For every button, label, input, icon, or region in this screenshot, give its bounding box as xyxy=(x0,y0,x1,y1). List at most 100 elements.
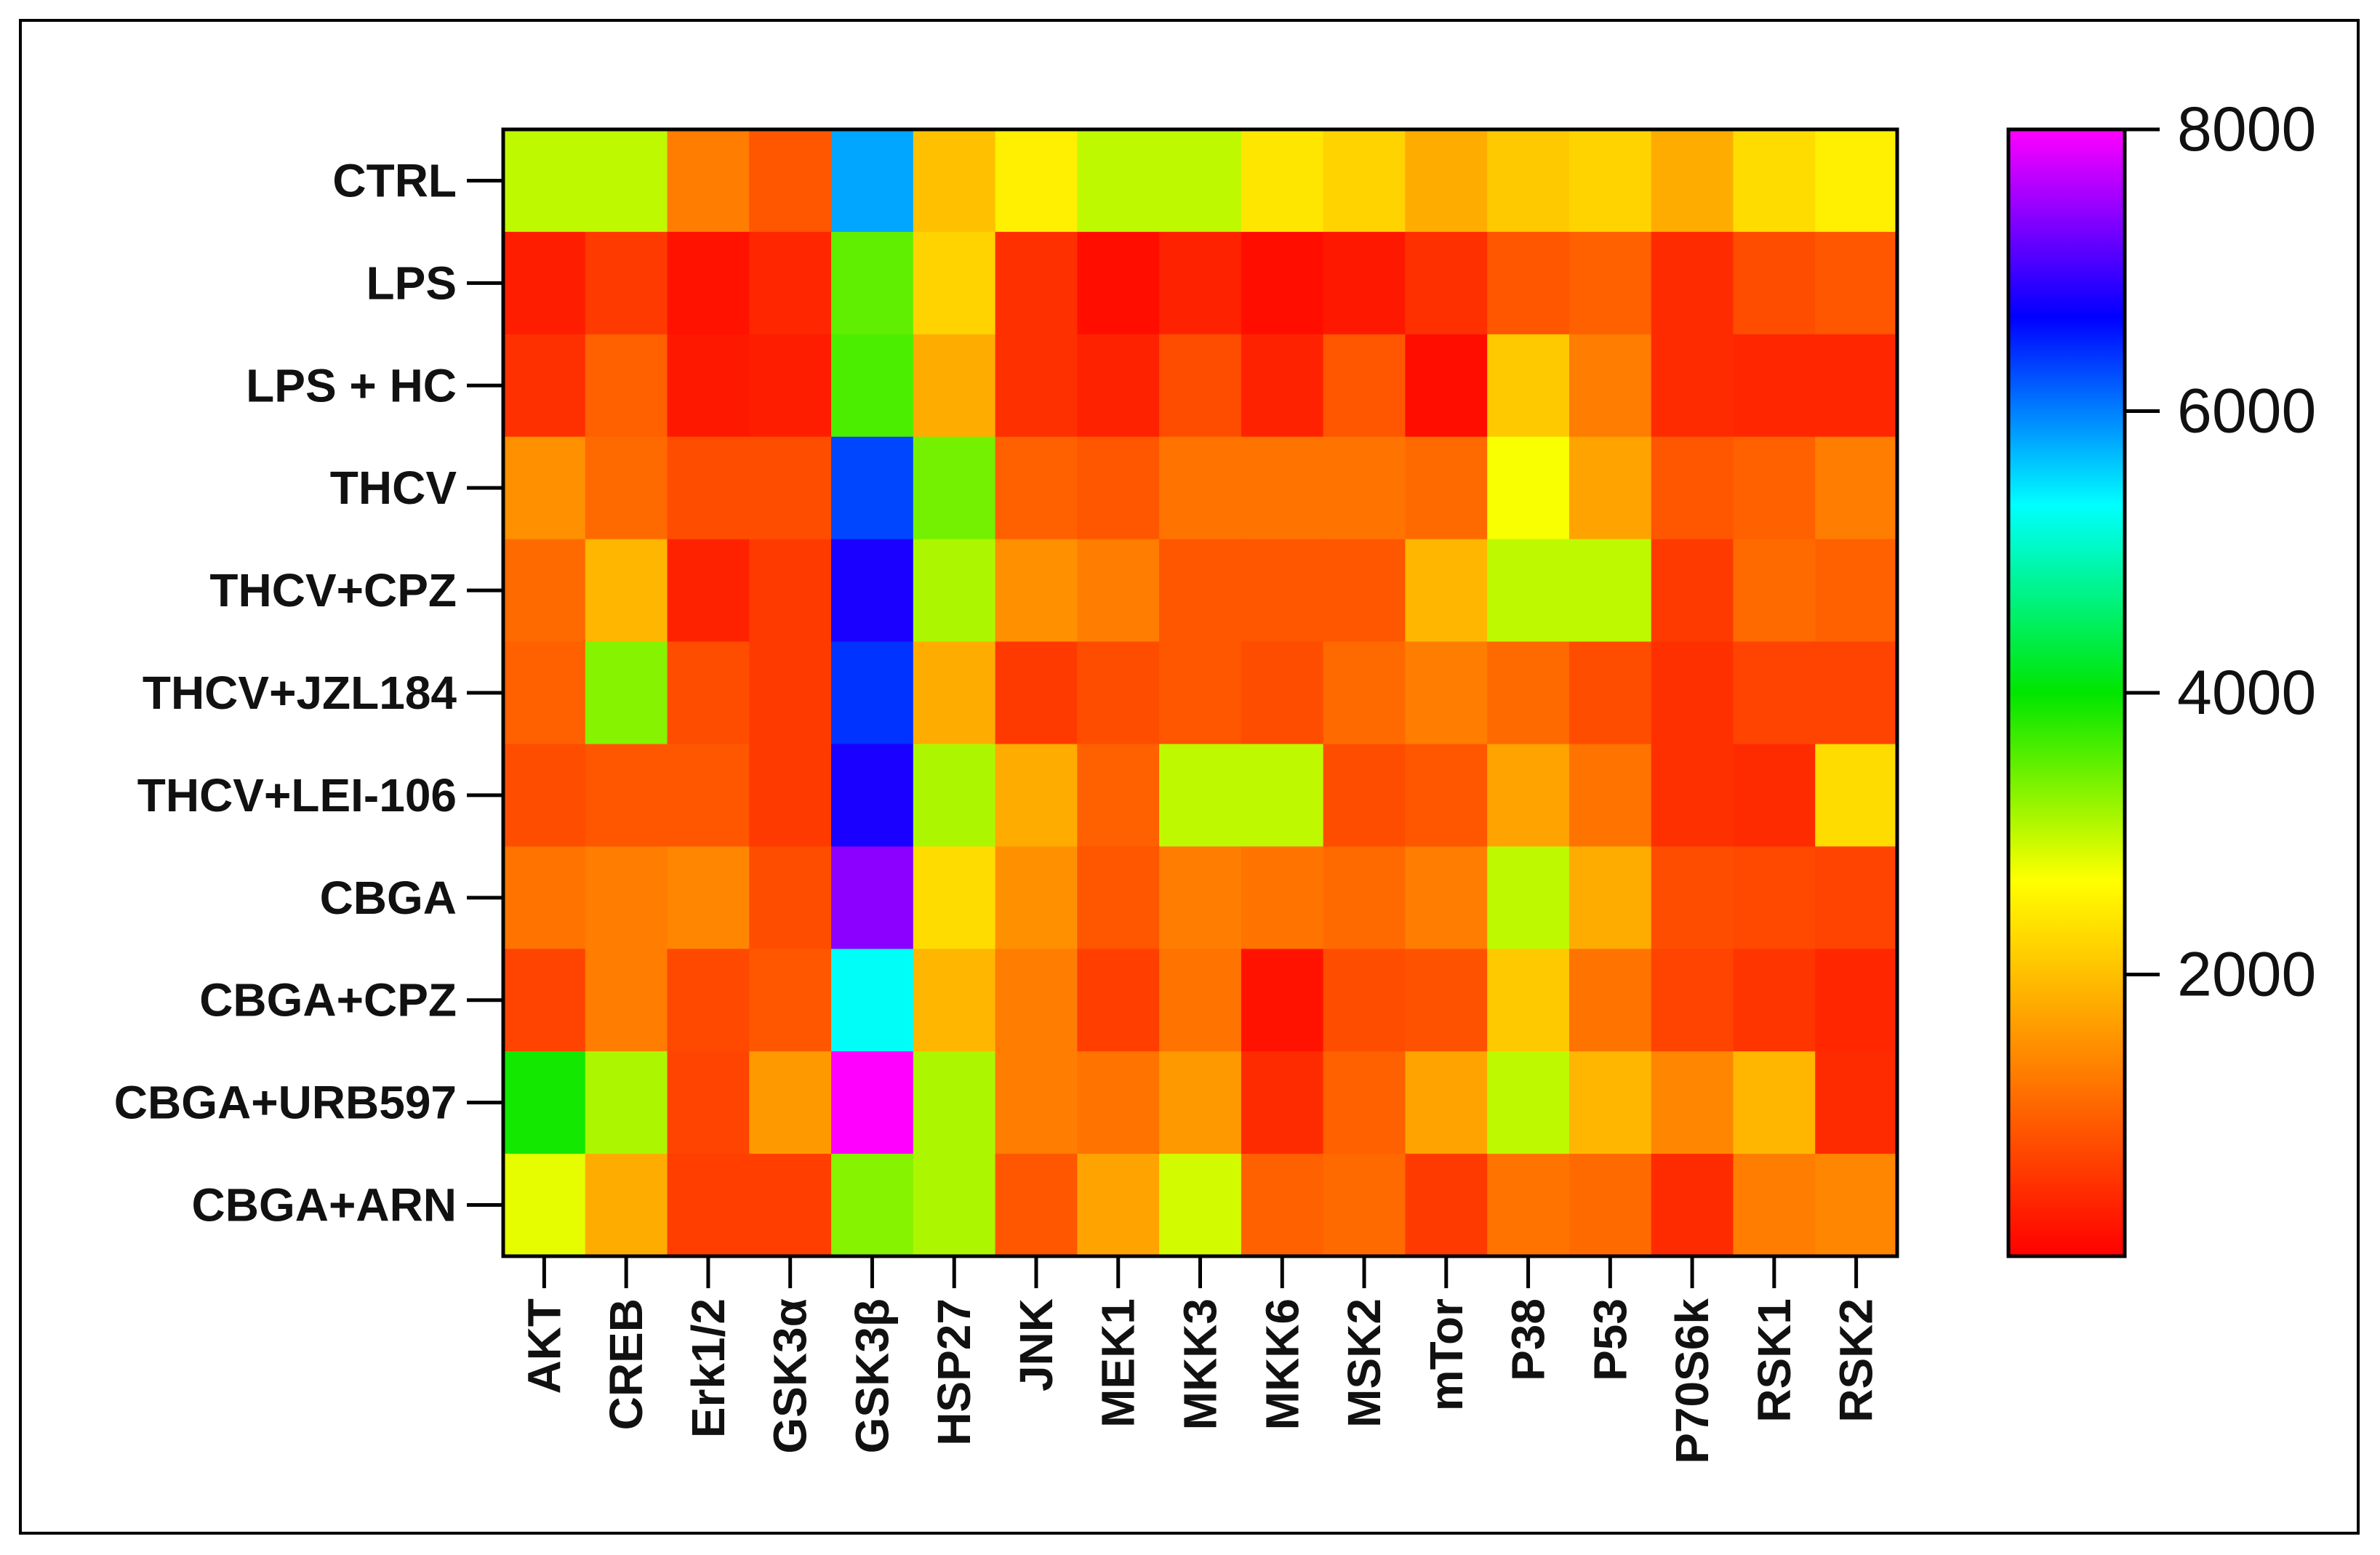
column-label: P53 xyxy=(1584,1298,1636,1381)
colorbar-tick-label: 4000 xyxy=(2177,658,2316,728)
heatmap-cell xyxy=(1323,539,1406,643)
row-label: THCV xyxy=(330,462,457,514)
heatmap-cell xyxy=(1159,641,1242,745)
heatmap-cell xyxy=(1568,744,1652,847)
heatmap-cell xyxy=(667,334,750,438)
heatmap-cell xyxy=(1159,334,1242,438)
heatmap-cell xyxy=(667,436,750,540)
heatmap-cell xyxy=(1815,231,1898,335)
heatmap-cell xyxy=(1487,641,1570,745)
heatmap-cell xyxy=(1487,846,1570,949)
heatmap-cell xyxy=(1733,744,1816,847)
row-label: LPS xyxy=(366,257,457,309)
heatmap-cell xyxy=(1733,436,1816,540)
heatmap-cell xyxy=(585,129,668,233)
heatmap-cell xyxy=(1651,641,1734,745)
heatmap-cell xyxy=(1159,539,1242,643)
heatmap-cell xyxy=(1815,436,1898,540)
heatmap-cell xyxy=(503,1154,586,1257)
heatmap-cell xyxy=(1241,641,1324,745)
column-label: RSK1 xyxy=(1748,1298,1800,1423)
colorbar-tick-label: 6000 xyxy=(2177,377,2316,446)
heatmap-cell xyxy=(1651,949,1734,1052)
heatmap-cell xyxy=(1651,1051,1734,1154)
heatmap-cell xyxy=(503,949,586,1052)
column-label: GSK3β xyxy=(846,1298,898,1453)
heatmap-cell xyxy=(1733,846,1816,949)
heatmap-cell xyxy=(913,641,996,745)
colorbar: 2000 4000 6000 8000 xyxy=(2006,95,2316,1258)
heatmap-cell xyxy=(667,641,750,745)
heatmap-cell xyxy=(749,949,832,1052)
heatmap-cell xyxy=(1241,744,1324,847)
heatmap-cell xyxy=(585,1154,668,1257)
heatmap-cell xyxy=(585,539,668,643)
heatmap-cell xyxy=(1405,1051,1488,1154)
heatmap-cell xyxy=(1487,949,1570,1052)
heatmap-cell xyxy=(1241,334,1324,438)
heatmap-cell xyxy=(667,231,750,335)
heatmap-cell xyxy=(749,539,832,643)
column-label: MEK1 xyxy=(1092,1298,1145,1428)
heatmap-cell xyxy=(667,1051,750,1154)
heatmap-cell xyxy=(1568,1154,1652,1257)
heatmap-cell xyxy=(749,744,832,847)
heatmap-cell xyxy=(1815,949,1898,1052)
heatmap-cell xyxy=(913,1051,996,1154)
heatmap-cell xyxy=(749,231,832,335)
heatmap-cell xyxy=(1241,1154,1324,1257)
heatmap-cell xyxy=(749,846,832,949)
heatmap-cell xyxy=(995,641,1078,745)
row-label: CBGA xyxy=(320,872,457,924)
heatmap-cell xyxy=(749,436,832,540)
heatmap-cell xyxy=(1241,1051,1324,1154)
heatmap-cell xyxy=(667,539,750,643)
heatmap-cell xyxy=(995,949,1078,1052)
heatmap-cell xyxy=(1733,641,1816,745)
heatmap-cell xyxy=(1405,436,1488,540)
heatmap-cell xyxy=(1077,744,1160,847)
heatmap-cell xyxy=(995,1051,1078,1154)
heatmap-cell xyxy=(1651,1154,1734,1257)
heatmap-cell xyxy=(503,334,586,438)
heatmap-cell xyxy=(1159,744,1242,847)
heatmap-cell xyxy=(1487,436,1570,540)
heatmap-cell xyxy=(995,129,1078,233)
heatmap-cell xyxy=(1568,231,1652,335)
row-label: THCV+CPZ xyxy=(209,564,457,616)
heatmap-cell xyxy=(1568,1051,1652,1154)
heatmap-cell xyxy=(585,641,668,745)
heatmap-cell xyxy=(1077,846,1160,949)
heatmap-cell xyxy=(503,539,586,643)
heatmap-cell xyxy=(831,231,914,335)
heatmap-cell xyxy=(831,846,914,949)
heatmap-cell xyxy=(1487,1154,1570,1257)
heatmap-cell xyxy=(1815,1154,1898,1257)
heatmap-cell xyxy=(995,1154,1078,1257)
heatmap-cell xyxy=(1733,129,1816,233)
row-label: LPS + HC xyxy=(246,359,457,411)
heatmap-cell xyxy=(667,129,750,233)
heatmap-cell xyxy=(1241,949,1324,1052)
heatmap-cell xyxy=(913,129,996,233)
heatmap-cell xyxy=(1651,334,1734,438)
heatmap-cell xyxy=(1651,436,1734,540)
heatmap-cell xyxy=(1815,846,1898,949)
heatmap-cell xyxy=(1733,231,1816,335)
heatmap-cell xyxy=(667,744,750,847)
heatmap-cell xyxy=(1323,846,1406,949)
heatmap-cell xyxy=(913,334,996,438)
heatmap-cell xyxy=(913,1154,996,1257)
heatmap-cell xyxy=(585,949,668,1052)
column-label: MKK6 xyxy=(1256,1298,1308,1430)
heatmap-cell xyxy=(1568,539,1652,643)
row-label: CBGA+URB597 xyxy=(114,1077,457,1129)
heatmap-cell xyxy=(1568,334,1652,438)
heatmap-cell xyxy=(1159,231,1242,335)
heatmap-cell xyxy=(831,539,914,643)
heatmap-cell xyxy=(1815,744,1898,847)
column-label: HSP27 xyxy=(928,1298,980,1446)
heatmap-cell xyxy=(749,641,832,745)
heatmap-cell xyxy=(1815,334,1898,438)
